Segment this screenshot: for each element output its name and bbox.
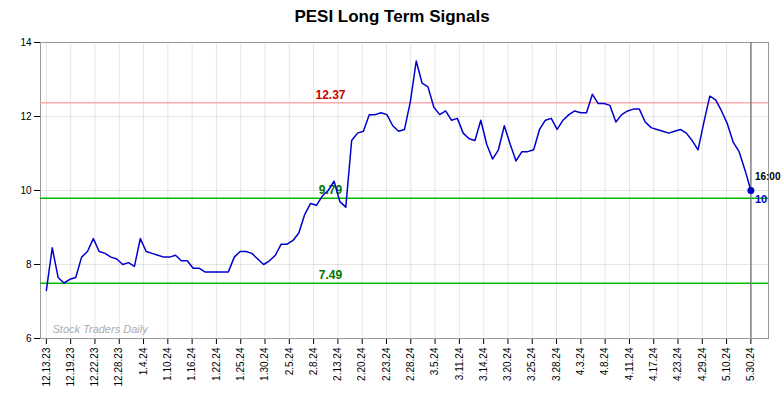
- svg-text:5.10.24: 5.10.24: [721, 347, 732, 381]
- svg-text:1.25.24: 1.25.24: [235, 347, 246, 381]
- svg-text:12.22.23: 12.22.23: [89, 347, 100, 386]
- svg-text:14: 14: [20, 37, 32, 48]
- svg-text:12.28.23: 12.28.23: [113, 347, 124, 386]
- html-text:PESI Long Term Signals: PESI Long Term Signals: [294, 7, 490, 26]
- svg-text:3.11.24: 3.11.24: [454, 347, 465, 380]
- svg-text:10: 10: [755, 193, 767, 205]
- svg-text:4.23.24: 4.23.24: [672, 347, 683, 381]
- svg-text:12.19.23: 12.19.23: [65, 347, 76, 386]
- svg-text:4.11.24: 4.11.24: [624, 347, 635, 380]
- svg-text:12: 12: [20, 111, 32, 122]
- svg-text:3.28.24: 3.28.24: [551, 347, 562, 381]
- svg-text:6: 6: [26, 333, 32, 344]
- svg-text:1.30.24: 1.30.24: [259, 347, 270, 381]
- svg-text:1.22.24: 1.22.24: [211, 347, 222, 381]
- svg-text:2.20.24: 2.20.24: [356, 347, 367, 381]
- svg-text:9.79: 9.79: [318, 183, 343, 198]
- svg-text:3.14.24: 3.14.24: [478, 347, 489, 381]
- svg-text:3.20.24: 3.20.24: [502, 347, 513, 381]
- svg-text:3.5.24: 3.5.24: [429, 347, 440, 375]
- svg-text:1.4.24: 1.4.24: [138, 347, 149, 375]
- svg-text:2.28.24: 2.28.24: [405, 347, 416, 381]
- svg-text:3.25.24: 3.25.24: [526, 347, 537, 381]
- svg-text:2.8.24: 2.8.24: [308, 347, 319, 375]
- svg-text:4.8.24: 4.8.24: [599, 347, 610, 375]
- svg-text:8: 8: [26, 259, 32, 270]
- svg-text:12.13.23: 12.13.23: [41, 347, 52, 386]
- svg-text:12.37: 12.37: [316, 88, 346, 102]
- svg-text:16:00: 16:00: [755, 171, 781, 182]
- svg-text:2.13.24: 2.13.24: [332, 347, 343, 381]
- svg-text:7.49: 7.49: [319, 268, 343, 282]
- svg-text:4.17.24: 4.17.24: [648, 347, 659, 381]
- svg-text:2.5.24: 2.5.24: [284, 347, 295, 375]
- svg-text:1.16.24: 1.16.24: [186, 347, 197, 381]
- svg-text:5.30.24: 5.30.24: [745, 347, 756, 381]
- svg-text:Stock Traders Daily: Stock Traders Daily: [53, 323, 150, 335]
- svg-text:10: 10: [20, 185, 32, 196]
- svg-text:2.23.24: 2.23.24: [381, 347, 392, 381]
- svg-text:1.10.24: 1.10.24: [162, 347, 173, 381]
- svg-text:4.3.24: 4.3.24: [575, 347, 586, 375]
- svg-text:4.29.24: 4.29.24: [696, 347, 707, 381]
